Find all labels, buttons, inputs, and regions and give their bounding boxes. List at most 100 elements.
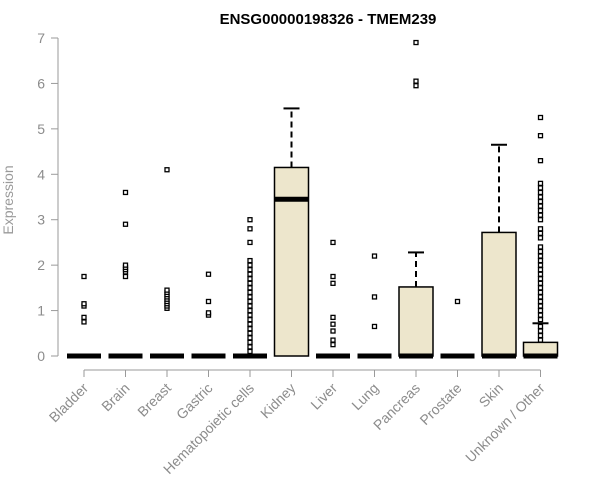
outlier-point [537, 285, 544, 291]
outlier-point [247, 339, 253, 346]
outlier-point [454, 298, 461, 305]
x-category-label: Brain [98, 380, 132, 414]
outlier-point [537, 267, 544, 273]
x-category-label: Breast [134, 380, 174, 420]
box-kidney [273, 107, 310, 357]
box-gastric [191, 271, 226, 359]
outlier-point [247, 262, 253, 268]
box-iqr [273, 166, 310, 357]
outlier-point [537, 244, 544, 250]
outlier-point [537, 180, 544, 187]
outlier-point [330, 328, 336, 334]
outlier-point [122, 262, 129, 268]
outlier-point [537, 114, 544, 121]
outlier-point [537, 337, 544, 343]
outlier-point [537, 317, 544, 323]
outlier-point [537, 133, 544, 139]
outlier-point [247, 348, 253, 355]
outlier-point [537, 235, 544, 241]
y-tick-label: 6 [37, 75, 45, 91]
outlier-point [247, 239, 253, 246]
outlier-point [247, 326, 253, 332]
outlier-point [537, 226, 544, 232]
outlier-point [537, 248, 544, 255]
outlier-point [537, 203, 544, 209]
outlier-point [537, 303, 544, 309]
outlier-point [537, 289, 544, 296]
outlier-point [81, 314, 87, 321]
outlier-point [537, 230, 544, 236]
outlier-point [247, 271, 253, 277]
outlier-point [537, 280, 544, 286]
outlier-point [81, 273, 87, 280]
x-category-label: Prostate [416, 380, 464, 428]
outlier-point [537, 158, 544, 164]
x-category-label: Kidney [257, 380, 299, 422]
x-category-label: Unknown / Other [462, 380, 548, 466]
outlier-point [247, 321, 253, 327]
outlier-point [537, 198, 544, 205]
outlier-point [537, 207, 544, 214]
outlier-point [164, 287, 170, 293]
outlier-point [537, 262, 544, 268]
box-bladder [67, 273, 101, 359]
outlier-point [247, 285, 253, 291]
outlier-point [330, 280, 336, 286]
outlier-point [247, 217, 253, 223]
chart-title: ENSG00000198326 - TMEM239 [220, 11, 437, 28]
outlier-point [81, 301, 87, 307]
outlier-point [247, 294, 253, 300]
outlier-point [371, 294, 378, 300]
outlier-point [537, 189, 544, 196]
outlier-point [537, 294, 544, 300]
outlier-point [247, 267, 253, 273]
outlier-point [247, 335, 253, 341]
outlier-point [122, 273, 129, 280]
outlier-point [247, 289, 253, 296]
outlier-point [247, 317, 253, 323]
outlier-point [247, 257, 253, 264]
outlier-point [330, 337, 336, 343]
x-category-label: Skin [476, 380, 507, 411]
box-breast [150, 167, 184, 359]
outlier-point [537, 212, 544, 218]
outlier-point [205, 271, 212, 277]
outlier-point [537, 271, 544, 277]
y-tick-label: 2 [37, 257, 45, 273]
y-tick-label: 1 [37, 303, 45, 319]
box-lung [357, 253, 392, 359]
outlier-point [81, 319, 87, 325]
box-hematopoietic-cells [233, 217, 267, 359]
outlier-point [537, 328, 544, 334]
outlier-point [247, 303, 253, 309]
outlier-point [537, 194, 544, 200]
outlier-point [247, 276, 253, 282]
outlier-point [247, 280, 253, 286]
outlier-point [537, 323, 544, 330]
box-liver [316, 239, 350, 359]
outlier-point [537, 307, 544, 314]
outlier-point [537, 298, 544, 305]
boxes-group [67, 39, 559, 359]
outlier-point [537, 332, 544, 339]
box-prostate [440, 298, 475, 359]
outlier-point [205, 298, 212, 305]
y-tick-label: 3 [37, 212, 45, 228]
outlier-point [330, 314, 336, 321]
x-category-label: Liver [307, 380, 340, 413]
y-axis-label: Expression [0, 165, 16, 234]
outlier-point [247, 226, 253, 232]
outlier-point [122, 221, 129, 227]
y-tick-label: 7 [37, 30, 45, 46]
box-brain [108, 189, 143, 359]
outlier-point [537, 257, 544, 264]
outlier-point [247, 330, 253, 336]
box-unknown-other [522, 114, 559, 359]
outlier-point [413, 39, 419, 46]
outlier-point [247, 344, 253, 350]
outlier-point [537, 185, 544, 191]
outlier-point [122, 189, 129, 196]
outlier-point [330, 321, 336, 327]
